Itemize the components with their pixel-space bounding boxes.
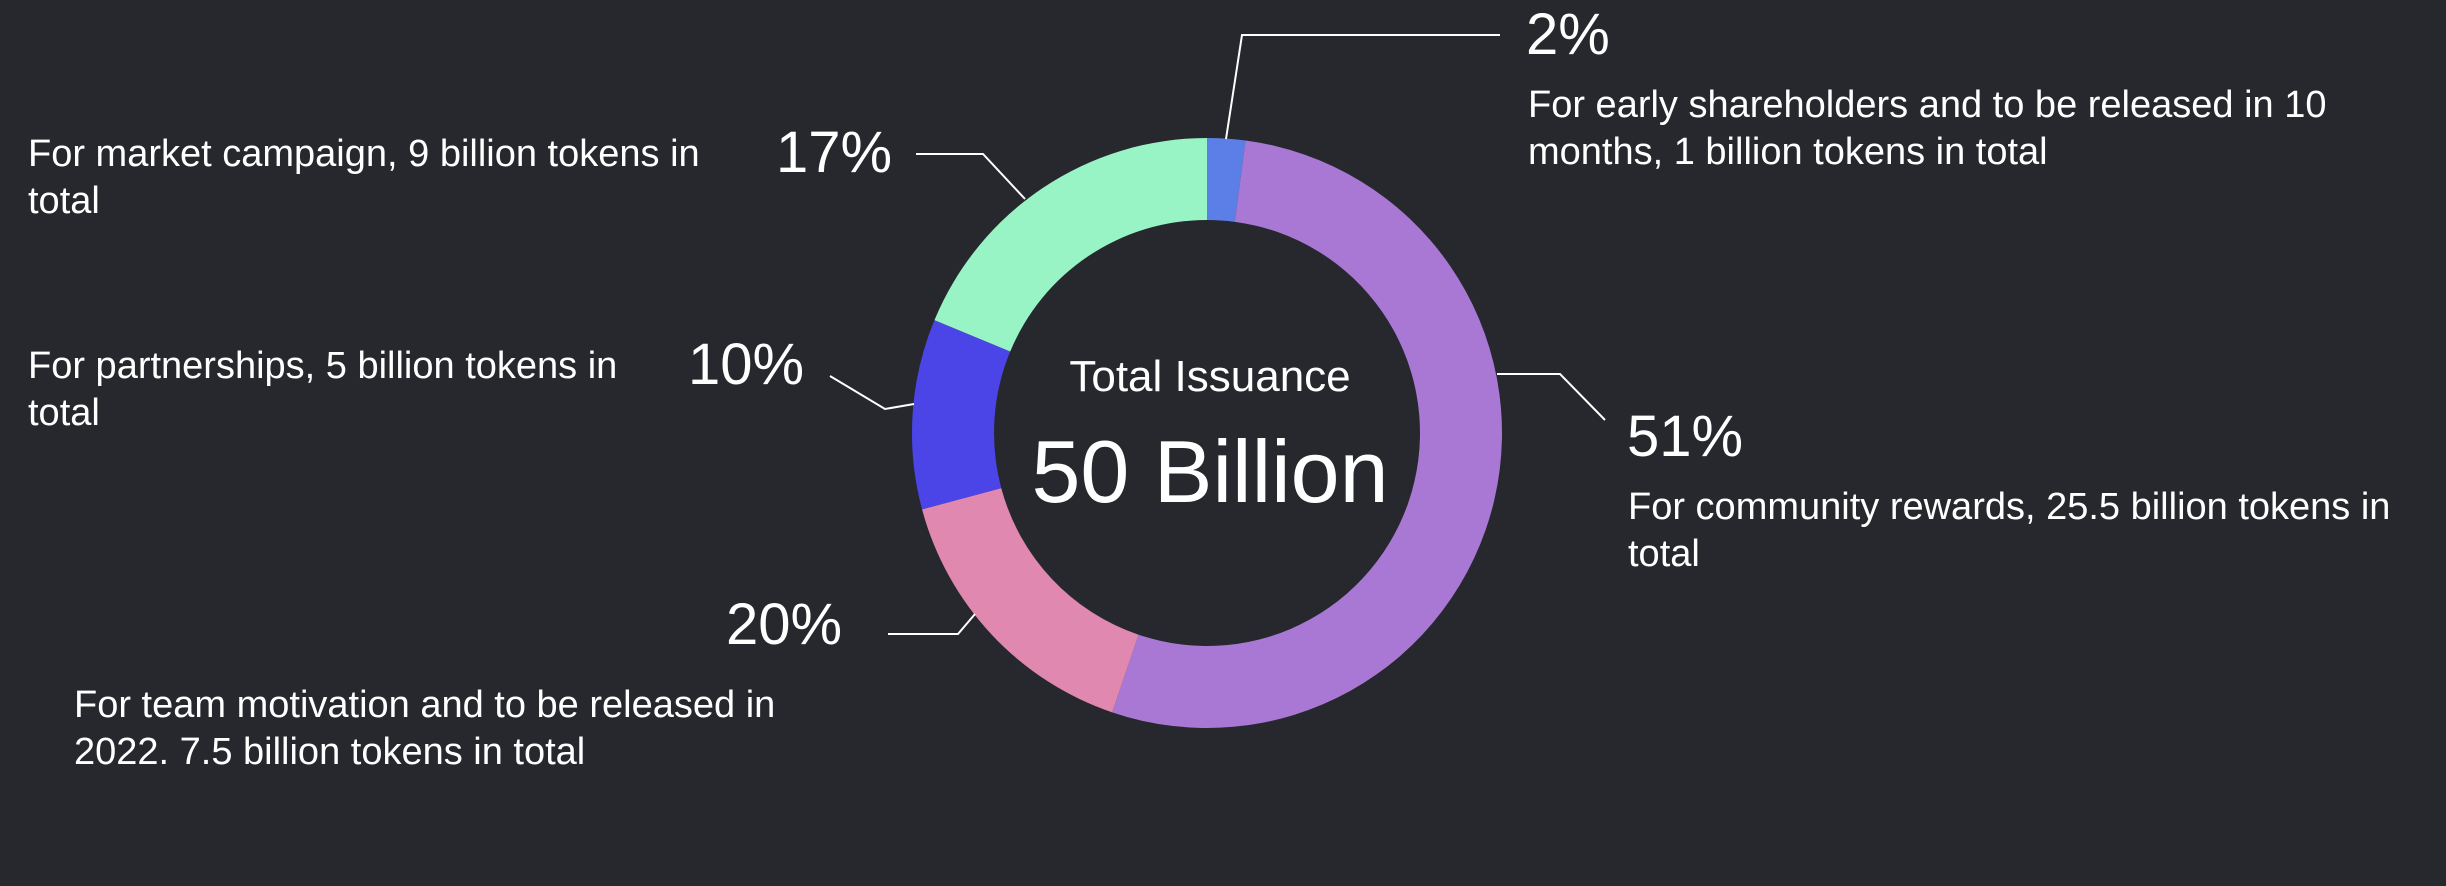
slice-label-partnerships: For partnerships, 5 billion tokens in to… xyxy=(28,345,618,434)
donut-slice-early xyxy=(1207,138,1246,222)
percent-label-early: 2% xyxy=(1526,2,1610,67)
slice-label-market: For market campaign, 9 billion tokens in… xyxy=(28,133,700,222)
donut-slice-team xyxy=(922,488,1139,713)
percent-label-market: 17% xyxy=(776,120,893,185)
donut-slices xyxy=(911,137,1502,729)
percent-label-community: 51% xyxy=(1627,404,1744,469)
slice-label-team: For team motivation and to be released i… xyxy=(74,684,776,773)
slice-label-early: For early shareholders and to be release… xyxy=(1528,84,2327,173)
slice-label-community: For community rewards, 25.5 billion toke… xyxy=(1628,486,2391,575)
center-total-value: 50 Billion xyxy=(1031,422,1389,521)
leader-line-team xyxy=(888,613,976,635)
leader-line-early xyxy=(1225,34,1500,140)
leader-line-community xyxy=(1497,373,1606,421)
center-title: Total Issuance xyxy=(1069,352,1351,401)
leader-line-market xyxy=(916,153,1026,200)
leader-lines xyxy=(829,34,1606,635)
donut-slice-market xyxy=(934,137,1207,352)
donut-slice-community xyxy=(1112,140,1502,729)
percent-label-team: 20% xyxy=(726,592,843,657)
percent-label-partnerships: 10% xyxy=(688,332,805,397)
donut-slice-partnerships xyxy=(911,320,1011,510)
leader-line-partnerships xyxy=(829,375,915,411)
